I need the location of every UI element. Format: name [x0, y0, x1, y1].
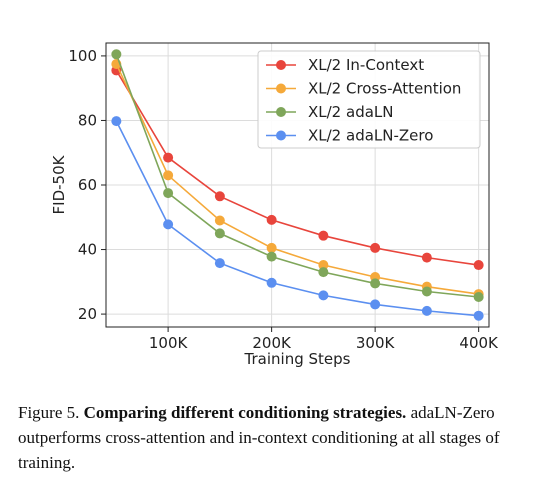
legend: XL/2 In-Context XL/2 Cross-Attention XL/2 …: [257, 50, 481, 149]
data-point: [318, 267, 329, 278]
data-point: [111, 116, 122, 127]
x-tick-label: 300K: [356, 334, 396, 352]
y-axis-label: FID-50K: [50, 154, 68, 214]
legend-entry: XL/2 Cross-Attention: [308, 80, 461, 98]
data-point: [370, 278, 381, 289]
y-tick-label: 100: [68, 47, 97, 65]
series-0: [111, 65, 484, 271]
fid-chart: 100K 200K 300K 400K 20 40 60 80 100 Training Ste…: [50, 42, 499, 368]
x-axis-label: Training Steps: [244, 350, 351, 368]
series-3: [111, 116, 484, 321]
data-point: [163, 152, 174, 163]
series-line: [115, 70, 479, 266]
caption-bold: Comparing different conditioning strateg…: [83, 403, 407, 422]
figure-caption: Figure 5. Comparing different conditioni…: [18, 400, 538, 475]
caption-rest: adaLN-Zero outperforms cross-attention a…: [18, 403, 500, 472]
legend-swatch-marker: [276, 130, 286, 141]
data-point: [266, 214, 277, 225]
data-point: [473, 260, 484, 271]
data-point: [163, 188, 174, 199]
data-point: [163, 170, 174, 181]
data-point: [266, 277, 277, 288]
data-point: [318, 290, 329, 301]
tick-layer: 100K 200K 300K 400K 20 40 60 80 100: [68, 47, 499, 352]
data-point: [214, 215, 225, 226]
data-point: [318, 260, 329, 271]
series-layer: [111, 49, 484, 321]
x-tick-label: 200K: [252, 334, 292, 352]
data-point: [163, 219, 174, 230]
series-line: [115, 54, 479, 298]
data-point: [214, 191, 225, 202]
x-tick-label: 100K: [149, 334, 189, 352]
legend-entry: XL/2 adaLN-Zero: [308, 127, 433, 145]
data-point: [473, 291, 484, 302]
data-point: [111, 49, 122, 60]
data-point: [214, 258, 225, 269]
legend-entry: XL/2 In-Context: [308, 56, 424, 74]
y-tick-label: 20: [78, 305, 97, 323]
series-line: [115, 63, 479, 295]
data-point: [421, 286, 432, 297]
data-point: [318, 230, 329, 241]
legend-entry: XL/2 adaLN: [308, 103, 393, 121]
y-tick-label: 80: [78, 111, 97, 129]
series-line: [115, 120, 479, 317]
data-point: [266, 242, 277, 253]
series-2: [111, 49, 484, 302]
legend-swatch-marker: [276, 107, 286, 117]
y-tick-label: 40: [78, 241, 97, 259]
series-1: [111, 58, 484, 300]
data-point: [266, 251, 277, 262]
data-point: [370, 242, 381, 253]
data-point: [473, 310, 484, 321]
y-tick-label: 60: [78, 176, 97, 194]
data-point: [370, 299, 381, 310]
data-point: [421, 252, 432, 263]
caption-prefix: Figure 5.: [18, 403, 80, 422]
legend-swatch-marker: [276, 60, 286, 70]
legend-box: [257, 50, 481, 149]
data-point: [214, 228, 225, 239]
data-point: [421, 305, 432, 316]
x-tick-label: 400K: [459, 334, 499, 352]
legend-swatch-marker: [276, 83, 286, 94]
